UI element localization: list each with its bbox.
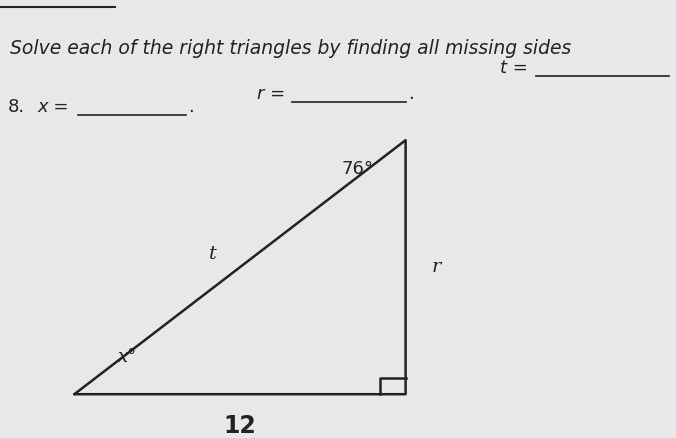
Text: 12: 12 xyxy=(224,414,256,438)
Text: x°: x° xyxy=(118,348,137,366)
Text: t: t xyxy=(209,245,217,263)
Text: Solve each of the right triangles by finding all missing sides: Solve each of the right triangles by fin… xyxy=(10,39,571,58)
Text: t =: t = xyxy=(500,59,528,77)
Text: r: r xyxy=(431,258,441,276)
Text: .: . xyxy=(408,85,414,103)
Text: x =: x = xyxy=(37,98,69,117)
Text: 76°: 76° xyxy=(341,160,373,178)
Text: .: . xyxy=(188,98,194,117)
Text: r =: r = xyxy=(257,85,285,103)
Text: 8.: 8. xyxy=(8,98,25,117)
